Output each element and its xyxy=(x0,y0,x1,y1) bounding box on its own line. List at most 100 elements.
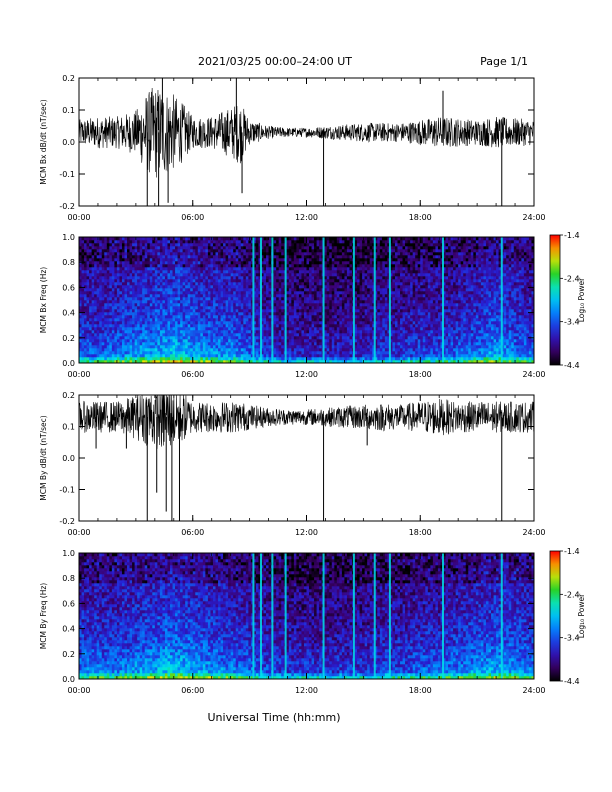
spectrogram-cell xyxy=(240,330,244,334)
spectrogram-cell xyxy=(367,285,370,289)
spectrogram-cell xyxy=(187,360,191,364)
spectrogram-cell xyxy=(157,321,161,325)
spectrogram-cell xyxy=(129,294,133,298)
spectrogram-cell xyxy=(291,267,295,271)
spectrogram-cell xyxy=(306,330,310,334)
spectrogram-cell xyxy=(170,255,173,259)
spectrogram-cell xyxy=(296,240,300,244)
spectrogram-cell xyxy=(157,243,161,247)
spectrogram-cell xyxy=(235,243,239,247)
spectrogram-cell xyxy=(357,342,360,346)
spectrogram-cell xyxy=(331,270,335,274)
spectrogram-cell xyxy=(336,291,340,295)
spectrogram-cell xyxy=(195,243,199,247)
spectrogram-cell xyxy=(154,336,158,340)
spectrogram-cell xyxy=(311,357,315,361)
spectrogram-cell xyxy=(311,297,315,301)
spectrogram-cell xyxy=(303,315,307,319)
spectrogram-cell xyxy=(253,336,257,340)
spectrogram-cell xyxy=(339,297,343,301)
spectrogram-cell xyxy=(223,303,226,307)
spectrogram-cell xyxy=(278,333,282,337)
spectrogram-cell xyxy=(162,333,166,337)
spectrogram-cell xyxy=(248,279,252,283)
spectrogram-cell xyxy=(273,354,277,358)
spectrogram-cell xyxy=(349,342,353,346)
spectrogram-cell xyxy=(309,348,312,352)
spectrogram-cell xyxy=(359,261,363,265)
spectrogram-cell xyxy=(106,339,110,343)
spectrogram-cell xyxy=(281,357,285,361)
spectrogram-cell xyxy=(243,309,247,313)
spectrogram-cell xyxy=(372,333,376,337)
spectrogram-cell xyxy=(331,333,335,337)
spectrogram-cell xyxy=(185,321,188,325)
spectrogram-cell xyxy=(319,243,322,247)
spectrogram-cell xyxy=(228,327,231,331)
spectrogram-cell xyxy=(228,288,231,292)
spectrogram-cell xyxy=(261,297,264,301)
spectrogram-cell xyxy=(127,357,130,361)
spectrogram-cell xyxy=(253,330,257,334)
spectrogram-cell xyxy=(331,243,335,247)
spectrogram-cell xyxy=(306,354,310,358)
spectrogram-cell xyxy=(273,357,277,361)
spectrogram-cell xyxy=(185,255,188,259)
spectrogram-cell xyxy=(309,330,312,334)
spectrogram-cell xyxy=(119,357,123,361)
spectrogram-cell xyxy=(306,318,310,322)
spectrogram-cell xyxy=(182,276,186,280)
spectrogram-cell xyxy=(172,315,176,319)
spectrogram-cell xyxy=(202,303,206,307)
spectrogram-cell xyxy=(268,288,272,292)
spectrogram-cell xyxy=(185,249,188,253)
spectrogram-cell xyxy=(255,357,259,361)
spectrogram-cell xyxy=(331,237,335,241)
spectrogram-cell xyxy=(94,285,97,289)
spectrogram-cell xyxy=(215,279,219,283)
spectrogram-cell xyxy=(364,246,368,250)
spectrogram-cell xyxy=(94,300,97,304)
spectrogram-cell xyxy=(354,300,358,304)
spectrogram-cell xyxy=(99,339,103,343)
spectrogram-cell xyxy=(91,261,95,265)
spectrogram-cell xyxy=(354,288,358,292)
spectrogram-cell xyxy=(303,240,307,244)
spectrogram-cell xyxy=(162,282,166,286)
spectrogram-cell xyxy=(339,255,343,259)
spectrogram-cell xyxy=(228,354,231,358)
spectrogram-cell xyxy=(154,264,158,268)
spectrogram-cell xyxy=(225,282,229,286)
spectrogram-cell xyxy=(207,264,211,268)
spectrogram-cell xyxy=(354,279,358,283)
spectrogram-cell xyxy=(258,318,262,322)
spectrogram-cell xyxy=(147,315,151,319)
spectrogram-cell xyxy=(362,303,365,307)
spectrogram-cell xyxy=(200,291,204,295)
spectrogram-cell xyxy=(154,261,158,265)
spectrogram-cell xyxy=(162,252,166,256)
spectrogram-cell xyxy=(288,300,292,304)
spectrogram-cell xyxy=(223,354,226,358)
spectrogram-cell xyxy=(218,309,221,313)
spectrogram-cell xyxy=(119,300,123,304)
spectrogram-cell xyxy=(235,252,239,256)
spectrogram-cell xyxy=(261,321,264,325)
spectrogram-cell xyxy=(106,312,110,316)
spectrogram-cell xyxy=(306,351,310,355)
spectrogram-cell xyxy=(202,237,206,241)
spectrogram-cell xyxy=(319,306,322,310)
spectrogram-cell xyxy=(149,360,153,364)
spectrogram-cell xyxy=(293,348,297,352)
spectrogram-cell xyxy=(309,261,312,265)
spectrogram-cell xyxy=(207,261,211,265)
spectrogram-cell xyxy=(202,246,206,250)
spectrogram-cell xyxy=(175,240,178,244)
spectrogram-cell xyxy=(293,321,297,325)
spectrogram-cell xyxy=(309,342,312,346)
spectrogram-cell xyxy=(326,252,330,256)
spectrogram-cell xyxy=(147,306,151,310)
spectrogram-cell xyxy=(334,303,338,307)
spectrogram-cell xyxy=(142,360,146,364)
spectrogram-cell xyxy=(357,324,360,328)
